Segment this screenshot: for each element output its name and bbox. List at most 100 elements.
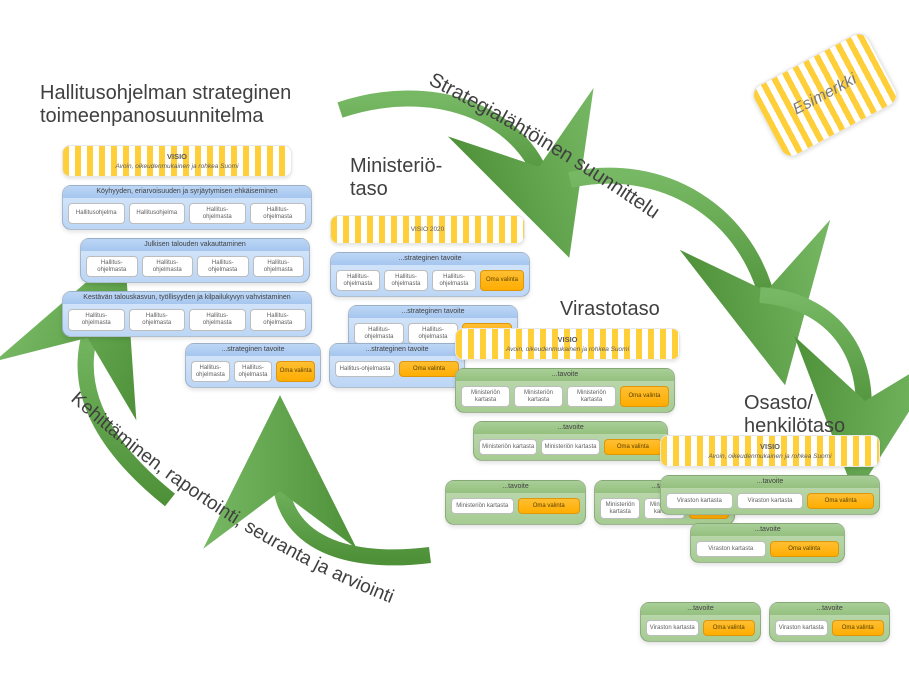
heading-unit-l2: henkilötaso (744, 415, 845, 437)
chip-source: Hallitus-ohjelmasta (142, 256, 194, 277)
visio-title: VISIO (669, 442, 871, 451)
goal-panel: ...tavoiteMinisteriön kartastaMinisteriö… (455, 368, 675, 413)
chip-source: Viraston kartasta (737, 493, 804, 509)
visio-ministry-text: VISIO 2020 (339, 226, 516, 233)
heading-ministry-l1: Ministeriö- (350, 155, 442, 177)
panel-title: Julkisen talouden vakauttaminen (81, 239, 309, 251)
heading-unit: Osasto/ henkilötaso (744, 392, 845, 438)
panel-title: ...tavoite (770, 603, 889, 615)
chip-source: Ministeriön kartasta (461, 386, 510, 407)
heading-agency: Virastotaso (560, 298, 660, 321)
group-agency: VISIO Avoin, oikeudenmukainen ja rohkea … (455, 328, 695, 469)
chip-source: Hallitus-ohjelmasta (384, 270, 428, 291)
chip-source: Hallitus-ohjelmasta (253, 256, 305, 277)
chip-source: Hallitus-ohjelmasta (197, 256, 249, 277)
goal-panel: ...strateginen tavoiteHallitus-ohjelmast… (330, 252, 530, 297)
chip-source: Hallitus-ohjelmasta (335, 361, 395, 377)
goal-panel: ...tavoiteMinisteriön kartastaOma valint… (445, 480, 586, 525)
heading-government-l2: toimeenpanosuunnitelma (40, 105, 264, 127)
chip-source: Hallitus-ohjelmasta (354, 323, 404, 344)
panel-body: Hallitus-ohjelmastaHallitus-ohjelmastaOm… (186, 356, 320, 387)
heading-unit-l1: Osasto/ (744, 392, 813, 414)
panel-body: Hallitus-ohjelmastaHallitus-ohjelmastaHa… (63, 304, 311, 335)
svg-text:Strategialähtöinen suunnittelu: Strategialähtöinen suunnittelu (426, 69, 664, 224)
chip-own-choice: Oma valinta (276, 361, 315, 382)
chip-source: Ministeriön kartasta (567, 386, 616, 407)
chip-source: Hallitus-ohjelmasta (234, 361, 273, 382)
panel-title: ...strateginen tavoite (331, 253, 529, 265)
panel-body: HallitusohjelmaHallitusohjelmaHallitus-o… (63, 198, 311, 229)
panel-title: ...tavoite (446, 481, 585, 493)
chip-source: Viraston kartasta (666, 493, 733, 509)
panel-body: Viraston kartastaViraston kartastaOma va… (661, 488, 879, 514)
heading-ministry: Ministeriö- taso (350, 155, 442, 201)
chip-source: Ministeriön kartasta (541, 439, 599, 455)
panel-body: Viraston kartastaOma valinta (641, 615, 760, 641)
panel-title: ...tavoite (456, 369, 674, 381)
label-bottom-curved: Kehittäminen, raportointi, seuranta ja a… (67, 388, 397, 608)
visio-government: VISIO Avoin, oikeudenmukainen ja rohkea … (62, 145, 292, 177)
heading-agency-l1: Virastotaso (560, 298, 660, 320)
panel-body: Hallitus-ohjelmastaHallitus-ohjelmastaHa… (81, 251, 309, 282)
label-top-curved: Strategialähtöinen suunnittelu (426, 69, 664, 224)
chip-source: Hallitusohjelma (68, 203, 125, 224)
chip-source: Hallitus-ohjelmasta (189, 309, 246, 330)
heading-government-l1: Hallitusohjelman strateginen (40, 82, 291, 104)
chip-source: Hallitus-ohjelmasta (336, 270, 380, 291)
chip-source: Viraston kartasta (646, 620, 699, 636)
goal-panel: ...tavoiteViraston kartastaOma valinta (690, 523, 845, 563)
chip-own-choice: Oma valinta (480, 270, 524, 291)
panel-title: ...strateginen tavoite (186, 344, 320, 356)
chip-source: Viraston kartasta (696, 541, 766, 557)
goal-panel: ...tavoiteViraston kartastaOma valinta (769, 602, 890, 642)
goal-panel: ...tavoiteViraston kartastaOma valinta (640, 602, 761, 642)
panel-title: ...strateginen tavoite (349, 306, 517, 318)
goal-panel: Kestävän talouskasvun, työllisyyden ja k… (62, 291, 312, 336)
visio-ministry: VISIO 2020 (330, 215, 525, 244)
panel-body: Viraston kartastaOma valinta (770, 615, 889, 641)
chip-source: Hallitus-ohjelmasta (250, 309, 307, 330)
group-government: VISIO Avoin, oikeudenmukainen ja rohkea … (62, 145, 322, 345)
chip-source: Hallitus-ohjelmasta (68, 309, 125, 330)
visio-sub: Avoin, oikeudenmukainen ja rohkea Suomi (71, 163, 283, 170)
visio-title: VISIO (71, 152, 283, 161)
chip-source: Ministeriön kartasta (479, 439, 537, 455)
visio-unit: VISIO Avoin, oikeudenmukainen ja rohkea … (660, 435, 880, 467)
goal-panel: Köyhyyden, eriarvoisuuden ja syrjäytymis… (62, 185, 312, 230)
panel-title: ...tavoite (641, 603, 760, 615)
chip-own-choice: Oma valinta (703, 620, 756, 636)
goal-panel: ...tavoiteViraston kartastaViraston kart… (660, 475, 880, 515)
panel-body: Viraston kartastaOma valinta (691, 536, 844, 562)
example-badge-text: Esimerkki (790, 71, 860, 119)
chip-source: Hallitus-ohjelmasta (408, 323, 458, 344)
goal-panel: Julkisen talouden vakauttaminenHallitus-… (80, 238, 310, 283)
chip-source: Hallitus-ohjelmasta (432, 270, 476, 291)
ministry-pair: ...strateginen tavoiteHallitus-ohjelmast… (185, 343, 465, 388)
group-unit: VISIO Avoin, oikeudenmukainen ja rohkea … (660, 435, 890, 571)
visio-title: VISIO (464, 335, 671, 344)
panel-body: Ministeriön kartastaOma valinta (446, 493, 585, 519)
panel-title: Kestävän talouskasvun, työllisyyden ja k… (63, 292, 311, 304)
panel-body: Hallitus-ohjelmastaOma valinta (330, 356, 464, 382)
visio-agency: VISIO Avoin, oikeudenmukainen ja rohkea … (455, 328, 680, 360)
chip-own-choice: Oma valinta (399, 361, 459, 377)
panel-title: ...tavoite (661, 476, 879, 488)
visio-sub: Avoin, oikeudenmukainen ja rohkea Suomi (669, 453, 871, 460)
chip-source: Hallitus-ohjelmasta (189, 203, 246, 224)
chip-own-choice: Oma valinta (518, 498, 581, 514)
chip-source: Ministeriön kartasta (514, 386, 563, 407)
heading-government: Hallitusohjelman strateginen toimeenpano… (40, 82, 291, 128)
chip-source: Hallitus-ohjelmasta (191, 361, 230, 382)
chip-source: Ministeriön kartasta (451, 498, 514, 514)
goal-panel: ...strateginen tavoiteHallitus-ohjelmast… (185, 343, 321, 388)
panel-title: ...tavoite (474, 422, 667, 434)
panel-body: Ministeriön kartastaMinisteriön kartasta… (474, 434, 667, 460)
panel-body: Ministeriön kartastaMinisteriön kartasta… (456, 381, 674, 412)
chip-own-choice: Oma valinta (832, 620, 885, 636)
chip-source: Hallitus-ohjelmasta (86, 256, 138, 277)
chip-own-choice: Oma valinta (807, 493, 874, 509)
panel-body: Hallitus-ohjelmastaHallitus-ohjelmastaHa… (331, 265, 529, 296)
panel-title: ...strateginen tavoite (330, 344, 464, 356)
chip-own-choice: Oma valinta (620, 386, 669, 407)
heading-ministry-l2: taso (350, 178, 388, 200)
